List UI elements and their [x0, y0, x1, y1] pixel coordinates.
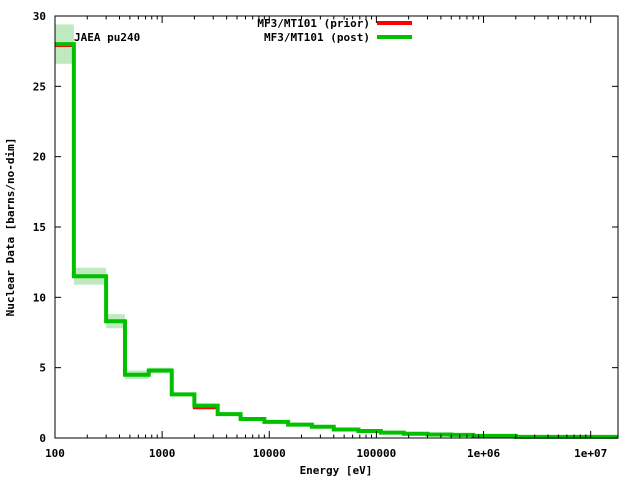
y-tick-label: 25: [33, 80, 46, 93]
x-axis: 100 1000 10000 100000 1e+06 1e+07: [45, 16, 607, 460]
y-tick-label: 15: [33, 221, 46, 234]
y-tick-label: 0: [39, 432, 46, 445]
legend: MF3/MT101 (prior) MF3/MT101 (post): [257, 17, 412, 44]
annotation-label: JAEA pu240: [74, 31, 140, 44]
x-tick-label: 100000: [357, 447, 397, 460]
x-axis-label: Energy [eV]: [300, 464, 373, 477]
y-tick-label: 10: [33, 291, 46, 304]
y-axis: 0 5 10 15 20 25 30: [33, 10, 618, 445]
series-line-post: [55, 42, 618, 439]
legend-label-post: MF3/MT101 (post): [264, 31, 370, 44]
x-tick-label: 1e+06: [467, 447, 500, 460]
x-tick-label: 1000: [149, 447, 176, 460]
legend-label-prior: MF3/MT101 (prior): [257, 17, 370, 30]
y-axis-label: Nuclear Data [barns/no-dim]: [4, 138, 17, 317]
y-tick-label: 5: [39, 362, 46, 375]
x-tick-label: 1e+07: [574, 447, 607, 460]
y-tick-label: 20: [33, 151, 46, 164]
x-tick-label: 10000: [253, 447, 286, 460]
series-layer: [55, 42, 618, 439]
x-tick-label: 100: [45, 447, 65, 460]
y-tick-label: 30: [33, 10, 46, 23]
